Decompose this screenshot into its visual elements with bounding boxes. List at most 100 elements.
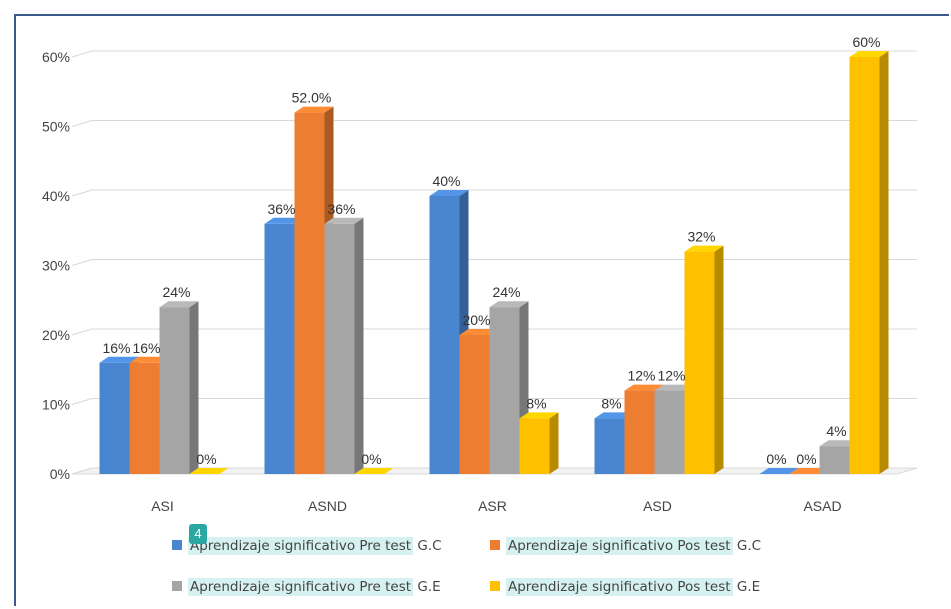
- legend-swatch-pre-ge: [172, 581, 182, 592]
- legend-suffix-pre-ge: G.E: [413, 579, 441, 595]
- x-tick-label: ASAD: [803, 498, 841, 514]
- bar-asd-3: [684, 245, 724, 474]
- bar-top: [759, 468, 799, 474]
- bar-front: [624, 390, 655, 474]
- legend-suffix-pos-gc: G.C: [732, 538, 762, 554]
- y-tick-label: 0%: [50, 466, 70, 482]
- bar-top: [684, 245, 724, 252]
- x-tick-label: ASND: [308, 498, 347, 514]
- data-label: 16%: [102, 340, 130, 356]
- bar-side: [354, 217, 364, 475]
- gridline: [71, 259, 917, 266]
- legend-label-pre-gc: Aprendizaje significativo Pre test: [188, 537, 414, 555]
- bar-front: [429, 196, 460, 474]
- bar-asnd-2: [324, 217, 364, 475]
- legend-item-pre-gc: Aprendizaje significativo Pre test G.C: [172, 534, 442, 556]
- y-tick-label: 40%: [42, 188, 70, 204]
- bar-asad-3: [849, 51, 889, 474]
- bar-top: [159, 301, 199, 308]
- y-tick-label: 30%: [42, 258, 70, 274]
- bar-top: [429, 190, 469, 196]
- bar-front: [264, 223, 295, 474]
- bar-front: [519, 418, 550, 474]
- bar-front: [594, 418, 625, 474]
- x-tick-label: ASR: [478, 498, 507, 514]
- bar-top: [519, 412, 559, 419]
- legend-swatch-pos-ge: [490, 581, 500, 592]
- bar-top: [819, 440, 859, 447]
- bar-asi-2: [159, 301, 199, 474]
- bar-asnd-3: [354, 468, 394, 474]
- x-tick-label: ASD: [643, 498, 672, 514]
- y-tick-label: 20%: [42, 327, 70, 343]
- legend-suffix-pos-ge: G.E: [732, 579, 761, 595]
- data-label: 0%: [766, 451, 786, 467]
- data-label: 24%: [162, 284, 190, 300]
- bar-front: [324, 223, 355, 474]
- legend-item-pos-gc: Aprendizaje significativo Pos test G.C: [490, 534, 761, 556]
- data-label: 12%: [627, 368, 655, 384]
- bar-top: [189, 468, 229, 474]
- bar-top: [354, 468, 394, 474]
- data-label: 8%: [526, 395, 546, 411]
- bar-front: [654, 390, 685, 474]
- bar-front: [99, 362, 130, 474]
- data-label: 36%: [327, 201, 355, 217]
- bar-top: [654, 384, 694, 391]
- bar-asd-2: [654, 384, 694, 474]
- bar-front: [489, 307, 520, 474]
- data-label: 24%: [492, 284, 520, 300]
- y-tick-label: 50%: [42, 119, 70, 135]
- gridline: [71, 120, 917, 127]
- data-label: 60%: [852, 34, 880, 50]
- data-label: 52.0%: [292, 90, 332, 106]
- legend-label-pos-ge: Aprendizaje significativo Pos test: [506, 578, 733, 596]
- y-tick-label: 10%: [42, 397, 70, 413]
- bar-top: [459, 329, 499, 335]
- legend-item-pre-ge: Aprendizaje significativo Pre test G.E: [172, 575, 441, 597]
- bar-top: [489, 301, 529, 308]
- data-label: 36%: [267, 201, 295, 217]
- legend-suffix-pre-gc: G.C: [413, 538, 442, 554]
- bar-top: [129, 356, 169, 363]
- bar-front: [684, 251, 715, 474]
- x-tick-label: ASI: [151, 498, 174, 514]
- legend-swatch-pre-gc: [172, 540, 182, 551]
- bar-side: [714, 245, 724, 474]
- bar-asad-0: [759, 468, 799, 474]
- data-label: 0%: [196, 451, 216, 467]
- bar-side: [189, 301, 199, 474]
- bar-front: [159, 307, 190, 474]
- bar-top: [789, 468, 829, 474]
- bar-front: [819, 446, 850, 474]
- bar-top: [849, 51, 889, 57]
- bar-asr-3: [519, 412, 559, 474]
- bar-front: [129, 362, 160, 474]
- data-label: 4%: [826, 423, 846, 439]
- data-label: 40%: [432, 173, 460, 189]
- bar-asi-3: [189, 468, 229, 474]
- y-tick-label: 60%: [42, 49, 70, 65]
- bar-front: [849, 57, 880, 474]
- data-label: 0%: [796, 451, 816, 467]
- bar-top: [594, 412, 634, 419]
- annotation-badge[interactable]: 4: [189, 524, 207, 544]
- data-label: 12%: [657, 368, 685, 384]
- bar-side: [549, 412, 559, 474]
- bar-top: [294, 106, 334, 113]
- bar-side: [879, 51, 889, 474]
- bar-front: [459, 335, 490, 474]
- bar-front: [294, 112, 325, 474]
- bar-top: [624, 384, 664, 391]
- legend-label-pos-gc: Aprendizaje significativo Pos test: [506, 537, 733, 555]
- data-label: 20%: [462, 312, 490, 328]
- data-label: 0%: [361, 451, 381, 467]
- bar-top: [99, 356, 139, 363]
- bar-asad-1: [789, 468, 829, 474]
- data-label: 16%: [132, 340, 160, 356]
- bar-top: [324, 217, 364, 224]
- legend-swatch-pos-gc: [490, 540, 500, 551]
- data-label: 8%: [601, 395, 621, 411]
- data-label: 32%: [687, 229, 715, 245]
